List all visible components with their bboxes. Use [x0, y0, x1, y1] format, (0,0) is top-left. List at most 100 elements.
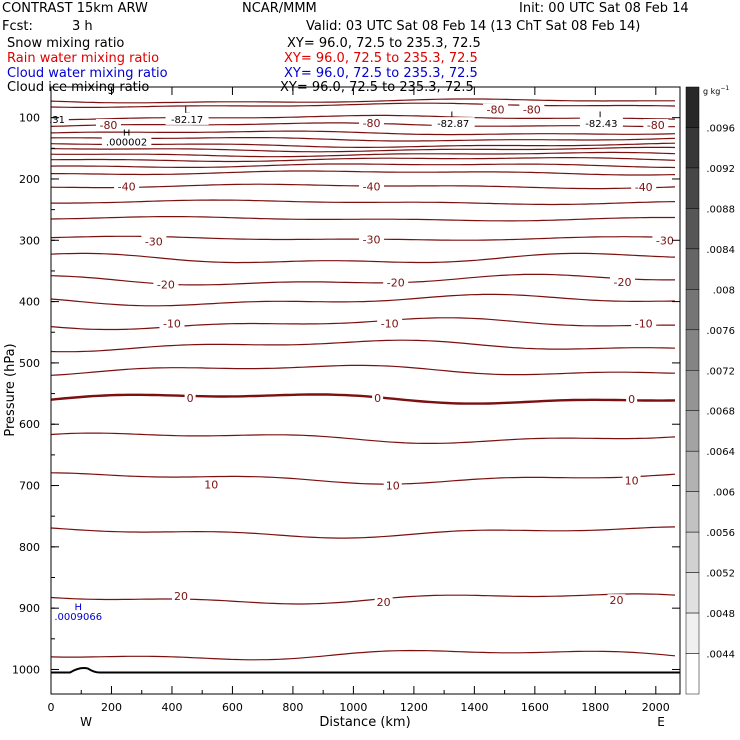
- contour-line: [50, 393, 676, 405]
- contour-label: -30: [363, 234, 381, 247]
- contour-label: 10: [386, 480, 400, 493]
- contour-line: [50, 293, 676, 307]
- contour-label: 0: [628, 393, 635, 406]
- contour-label-bg: [184, 391, 196, 404]
- contour-label: 20: [609, 594, 623, 607]
- contour-line: [50, 146, 676, 153]
- contour-line: [50, 364, 676, 376]
- contour-label: -80: [647, 119, 665, 132]
- contour-label: 0: [187, 392, 194, 405]
- contour-line: [50, 252, 676, 264]
- contour-label: -30: [145, 236, 163, 249]
- contour-line: [51, 157, 676, 163]
- colorbar-swatch: [685, 329, 700, 371]
- colorbar-label: .008: [713, 285, 735, 296]
- contour-line: [50, 151, 676, 158]
- colorbar-swatch: [685, 653, 700, 695]
- y-tick-label: 800: [19, 541, 40, 554]
- init-time: Init: 00 UTC Sat 08 Feb 14: [519, 1, 689, 16]
- colorbar-swatch: [685, 410, 700, 452]
- plot-frame: [50, 86, 681, 695]
- contour-label: -20: [157, 278, 175, 291]
- extremum-value-bg: [579, 117, 623, 130]
- contour-label-bg: [626, 393, 638, 406]
- contour-label-bg: [643, 119, 669, 132]
- colorbar-swatch: [685, 612, 700, 654]
- y-tick-label: 600: [19, 418, 40, 431]
- contour-line: [51, 114, 676, 121]
- contour-line: [51, 170, 676, 176]
- x-tick-label: 1000: [339, 701, 367, 714]
- x-tick-label: 1600: [521, 701, 549, 714]
- contour-labels: -80 -80 -80 -80 -80 -40 -40 -40 -30 -30 -30 -20 -20 -…: [45, 103, 678, 623]
- y-axis-label: Pressure (hPa): [3, 343, 18, 436]
- contour-label: -40: [363, 180, 381, 193]
- extremum-value: .31: [49, 115, 65, 126]
- contour-label-bg: [153, 278, 179, 291]
- colorbar-label: .0056: [706, 528, 735, 539]
- extremum-value: -82.87: [437, 119, 469, 130]
- contour-label: -80: [99, 119, 117, 132]
- extremum-marker: H: [74, 602, 82, 613]
- contour-label-bg: [610, 275, 636, 288]
- contour-label-bg: [359, 117, 385, 130]
- contour-label: 20: [377, 596, 391, 609]
- extremum-value-bg: [165, 112, 209, 125]
- x-tick-label: 1400: [460, 701, 488, 714]
- contour-label-bg: [359, 233, 385, 246]
- colorbar-swatch: [685, 370, 700, 411]
- field-rain-name: Rain water mixing ratio: [7, 51, 160, 66]
- x-axis: 0 200 400 600 800 1000 1200 1400 1600 1800 2000: [48, 87, 670, 714]
- org-label: NCAR/MMM: [242, 1, 317, 16]
- contour-line: [50, 649, 676, 661]
- contour-label-bg: [519, 103, 545, 116]
- contour-label: -20: [387, 277, 405, 290]
- colorbar-label: .0064: [706, 447, 735, 458]
- contour-line: [50, 526, 676, 539]
- contour-label-bg: [377, 317, 403, 330]
- colorbar-swatch: [685, 491, 700, 533]
- contour-label: 10: [625, 475, 639, 488]
- field-rain-xy: XY= 96.0, 72.5 to 235.3, 72.5: [284, 51, 478, 66]
- surface-line: [51, 667, 680, 674]
- contour-line: [50, 142, 676, 148]
- field-cloudwater-name: Cloud water mixing ratio: [7, 66, 168, 81]
- contour-line: [50, 163, 676, 169]
- extremum-value-bg: [50, 610, 107, 623]
- contour-label-bg: [483, 103, 509, 116]
- y-tick-label: 400: [19, 296, 40, 309]
- extremum-value: -82.17: [171, 115, 203, 126]
- colorbar-label: .0044: [706, 650, 735, 661]
- x-axis-east-label: E: [657, 715, 665, 729]
- extremum-value: -82.43: [585, 119, 617, 130]
- x-tick-label: 1200: [400, 701, 428, 714]
- contour-label-bg: [652, 234, 678, 247]
- contour-label: 10: [204, 478, 218, 491]
- contour-label-bg: [141, 235, 167, 248]
- contour-label-bg: [622, 474, 641, 487]
- valid-time: Valid: 03 UTC Sat 08 Feb 14 (13 ChT Sat …: [306, 19, 641, 34]
- x-axis-west-label: W: [80, 715, 92, 729]
- contour-line: [50, 216, 675, 222]
- model-title: CONTRAST 15km ARW: [2, 1, 148, 16]
- x-tick-label: 200: [101, 701, 122, 714]
- colorbar-label: .0092: [706, 164, 735, 175]
- colorbar-swatch: [685, 167, 700, 209]
- x-axis-label: Distance (km): [319, 715, 410, 730]
- colorbar-label: .0084: [706, 245, 735, 256]
- y-tick-label: 100: [19, 112, 40, 125]
- colorbar-unit-exponent: −1: [720, 85, 729, 92]
- colorbar-label: .0076: [706, 326, 735, 337]
- y-tick-label: 300: [19, 234, 40, 247]
- colorbar-swatch: [685, 127, 700, 169]
- colorbar-label: .006: [713, 488, 735, 499]
- contour-label-bg: [172, 589, 191, 602]
- extremum-marker: H: [123, 128, 131, 139]
- contour-label-bg: [383, 276, 409, 289]
- extremum-value: .0009066: [54, 612, 102, 623]
- contour-line: [50, 98, 675, 104]
- x-tick-label: 400: [161, 701, 182, 714]
- extremum-marker: L: [599, 111, 605, 122]
- colorbar-swatch: [685, 208, 700, 250]
